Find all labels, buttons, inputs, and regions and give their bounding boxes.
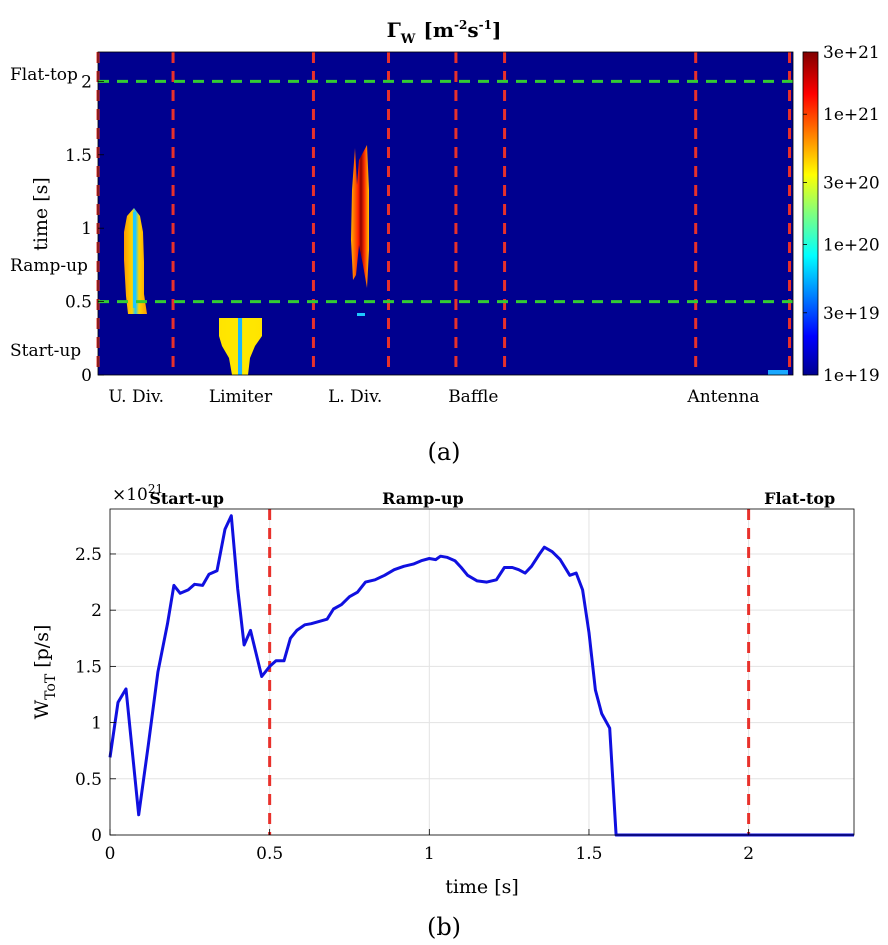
line-plot-frame: [109, 508, 855, 836]
heatmap-frame: [97, 51, 794, 376]
heatmap-background: [98, 52, 793, 375]
line-chart-grid: [109, 509, 854, 836]
heatmap-ylabel: time [s]: [30, 177, 52, 251]
heatmap-panel: 0 0.5 1 1.5 2 Start-up Ramp-up Flat-top U. Div. L…: [10, 18, 880, 407]
y-tick-label: 0: [81, 366, 92, 386]
colorbar-tick-label: 1e+20: [823, 236, 880, 256]
line-plot-area: [110, 509, 854, 835]
antenna-flux-spot: [768, 370, 788, 375]
phase-label: Ramp-up: [382, 489, 464, 508]
x-tick-label: 1: [424, 844, 435, 864]
x-tick-label: 0: [105, 844, 116, 864]
udiv-flux-core: [133, 212, 136, 308]
y-tick-label: 0.5: [75, 770, 102, 790]
y-tick-label: 2: [91, 601, 102, 621]
y-tick-label: 2.5: [75, 545, 102, 565]
x-category-label: Antenna: [686, 387, 759, 407]
ldiv-flux-spot: [357, 313, 365, 316]
phase-label: Ramp-up: [10, 256, 88, 276]
x-tick-label: 0.5: [256, 844, 283, 864]
x-category-label: Limiter: [209, 387, 273, 407]
y-tick-label: 2: [81, 72, 92, 92]
caption-b: (b): [427, 913, 461, 941]
phase-label: Flat-top: [10, 65, 78, 85]
line-chart-panel: Start-up Ramp-up Flat-top 0 0.5 1 1.5 2 0 0.5 1 1.…: [31, 482, 855, 898]
colorbar-tick-label: 3e+20: [823, 173, 880, 193]
line-chart-axes: 0 0.5 1 1.5 2 0 0.5 1 1.5 2 2.5: [75, 545, 754, 864]
series-line-wtot: [108, 514, 854, 837]
y-tick-label: 1: [91, 714, 102, 734]
line-chart-phase-lines: Start-up Ramp-up Flat-top: [149, 489, 835, 835]
y-tick-label: 1.5: [75, 657, 102, 677]
ldiv-flux-region: [351, 145, 369, 288]
x-category-label: Baffle: [448, 387, 498, 407]
y-tick-label: 0.5: [65, 293, 92, 313]
line-xlabel: time [s]: [445, 876, 519, 898]
colorbar-tick-label: 1e+19: [823, 366, 880, 386]
colorbar-tick-label: 1e+21: [823, 105, 880, 125]
heatmap-title: ΓW [m-2s-1]: [387, 18, 502, 47]
caption-a: (a): [427, 438, 460, 466]
y-tick-label: 1: [81, 219, 92, 239]
x-category-label: L. Div.: [328, 387, 382, 407]
heatmap-axes: 0 0.5 1 1.5 2 Start-up Ramp-up Flat-top U. Div. L…: [10, 65, 760, 407]
y-tick-label: 1.5: [65, 146, 92, 166]
x-category-label: U. Div.: [108, 387, 164, 407]
colorbar-tick-label: 3e+19: [823, 304, 880, 324]
colorbar-ticks: 3e+21 1e+21 3e+20 1e+20 3e+19 1e+19: [803, 43, 880, 386]
limiter-flux-core: [238, 318, 242, 375]
y-tick-label: 0: [91, 826, 102, 846]
phase-label: Start-up: [149, 489, 224, 508]
y-multiplier: ×1021: [112, 482, 163, 505]
x-tick-label: 1.5: [575, 844, 602, 864]
colorbar-tick-label: 3e+21: [823, 43, 880, 63]
phase-label: Flat-top: [764, 489, 835, 508]
line-ylabel: WToT [p/s]: [31, 625, 59, 720]
heatmap-flux-features: [124, 145, 788, 375]
colorbar: [802, 51, 819, 376]
x-tick-label: 2: [743, 844, 754, 864]
phase-label: Start-up: [10, 341, 81, 361]
